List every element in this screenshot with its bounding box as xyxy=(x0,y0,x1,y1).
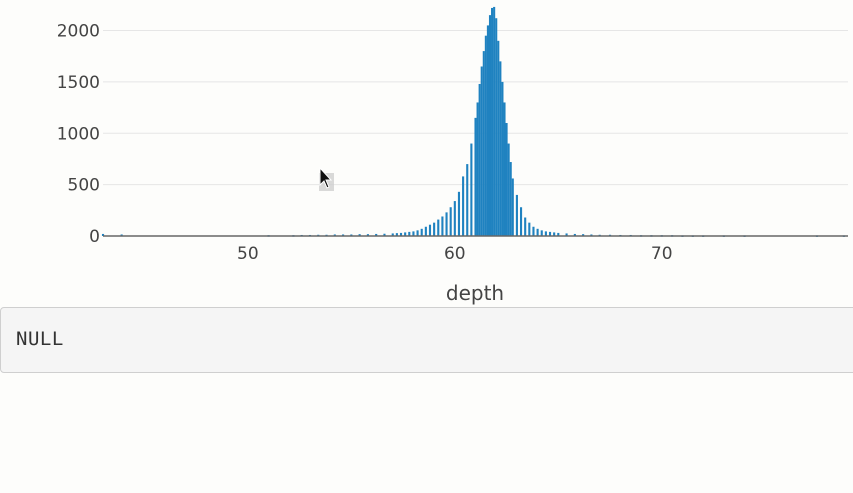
y-axis-ticks: 0 500 1000 1500 2000 xyxy=(57,22,100,247)
histogram-bar xyxy=(412,231,415,236)
histogram-bar xyxy=(505,123,508,236)
histogram-bar xyxy=(528,222,531,236)
histogram-bar xyxy=(449,207,452,236)
x-tick-label: 60 xyxy=(444,244,466,264)
histogram-bar xyxy=(395,233,398,236)
y-tick-label: 2000 xyxy=(57,22,100,42)
histogram-bar xyxy=(488,15,492,236)
histogram-bar xyxy=(476,102,479,236)
histogram-bar xyxy=(536,228,539,236)
histogram-bar xyxy=(445,212,448,236)
histogram-bar xyxy=(466,164,469,236)
histogram-bar xyxy=(486,25,489,237)
histogram-bar xyxy=(358,234,361,236)
histogram-bar xyxy=(342,234,345,236)
histogram-bar xyxy=(350,234,353,236)
histogram-bar xyxy=(582,234,585,236)
y-tick-label: 1500 xyxy=(57,73,100,93)
histogram-bar xyxy=(453,201,456,236)
histogram-bar xyxy=(519,207,523,236)
histogram-bar xyxy=(509,162,512,236)
histogram-bar xyxy=(532,226,535,236)
histogram-bar xyxy=(437,219,440,236)
histogram-bar xyxy=(480,66,483,236)
histogram-bar xyxy=(391,233,394,236)
histogram-bar xyxy=(590,234,593,236)
histogram-bar xyxy=(366,234,369,236)
histogram-bar xyxy=(497,40,500,237)
histogram-bar xyxy=(540,230,543,236)
histogram-bar xyxy=(482,51,485,236)
output-text: NULL xyxy=(16,328,64,350)
histogram-bar xyxy=(416,230,419,236)
y-tick-label: 1000 xyxy=(57,124,100,144)
histogram-bar xyxy=(499,61,502,237)
console-output: NULL xyxy=(0,307,853,373)
histogram-bar xyxy=(441,216,444,236)
histogram-bar xyxy=(553,232,556,236)
histogram-bar xyxy=(457,191,461,236)
x-axis-label: depth xyxy=(446,281,504,305)
histogram-bar xyxy=(573,233,576,236)
histogram-bar xyxy=(544,231,547,236)
mouse-pointer-icon xyxy=(319,167,334,191)
x-axis-ticks: 50 60 70 xyxy=(237,244,673,264)
histogram-bar xyxy=(399,232,403,236)
histogram-bar xyxy=(493,6,496,236)
histogram-bar xyxy=(491,7,494,237)
histogram-bar xyxy=(478,83,481,236)
histogram-bar xyxy=(428,224,432,236)
histogram-bar xyxy=(424,226,427,236)
histogram-bar xyxy=(501,81,504,236)
histogram-bar xyxy=(511,178,514,236)
histogram-bars xyxy=(101,6,845,237)
histogram-bar xyxy=(495,18,498,236)
x-tick-label: 50 xyxy=(237,244,259,264)
histogram-bar xyxy=(470,143,473,236)
histogram-bar xyxy=(404,232,407,236)
histogram-bar xyxy=(515,194,518,236)
histogram-bar xyxy=(433,222,436,236)
histogram-bar xyxy=(383,233,386,236)
y-tick-label: 0 xyxy=(89,227,100,247)
histogram-bar xyxy=(507,143,510,236)
histogram-bar xyxy=(484,35,487,236)
histogram-bar xyxy=(524,217,527,236)
histogram-bar xyxy=(503,102,506,236)
histogram-bar xyxy=(420,228,423,236)
histogram-bar xyxy=(548,231,552,236)
histogram-bar xyxy=(408,231,411,236)
histogram-bar xyxy=(101,233,105,236)
histogram-chart: 0 500 1000 1500 2000 50 60 70 depth xyxy=(57,6,848,305)
y-tick-label: 500 xyxy=(68,176,100,196)
histogram-bar xyxy=(120,234,123,236)
histogram-bar xyxy=(565,233,568,236)
histogram-bar xyxy=(333,234,336,236)
histogram-bar xyxy=(462,176,465,236)
histogram-bar xyxy=(557,232,560,236)
x-tick-label: 70 xyxy=(651,244,673,264)
histogram-bar xyxy=(474,117,477,236)
histogram-bar xyxy=(375,233,378,236)
